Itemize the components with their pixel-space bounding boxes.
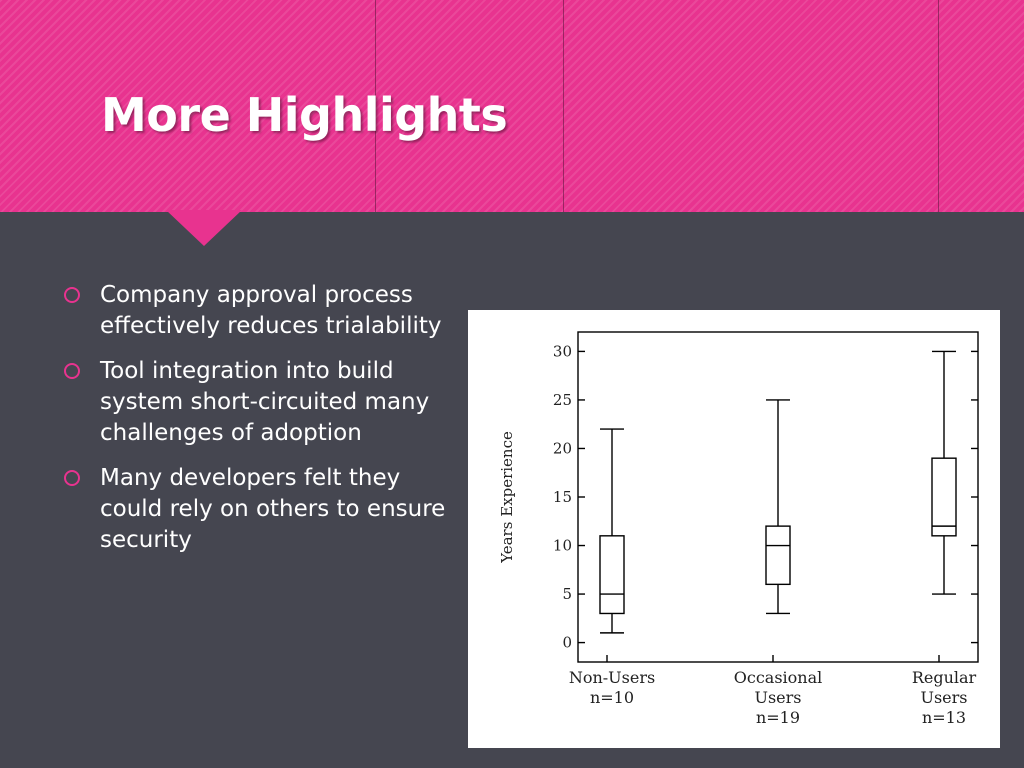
bullet-circle-icon [64,363,80,379]
iqr-box [931,457,957,537]
y-tick-label: 15 [553,488,572,506]
bullet-list: Company approval process effectively red… [60,280,460,570]
y-tick-label: 25 [553,391,572,409]
banner-divider [375,0,376,212]
iqr-box [599,535,625,615]
category-label: n=19 [756,708,800,727]
bullet-item: Many developers felt they could rely on … [60,463,460,556]
bullet-item: Company approval process effectively red… [60,280,460,342]
category-label: Non-Users [569,668,655,687]
y-axis-label: Years Experience [498,431,516,564]
bullet-circle-icon [64,287,80,303]
banner-divider [938,0,939,212]
category-label: n=10 [590,688,634,707]
category-label: Regular [912,668,977,687]
box-plot-figure: 0 5 10 15 20 25 30 Non-Users n=10 Occasional User… [468,310,1000,748]
y-tick-label: 20 [553,439,572,457]
bullet-circle-icon [64,470,80,486]
banner-notch [166,210,242,246]
bullet-text: Tool integration into build system short… [100,358,430,446]
y-tick-label: 5 [562,585,572,603]
bullet-item: Tool integration into build system short… [60,356,460,449]
bullet-text: Company approval process effectively red… [100,282,442,339]
bullet-text: Many developers felt they could rely on … [100,465,446,553]
category-label: n=13 [922,708,966,727]
category-label: Occasional [734,668,823,687]
y-tick-label: 10 [553,537,572,555]
category-label: Users [754,688,801,707]
y-tick-label: 0 [562,634,572,652]
title-banner [0,0,1024,212]
category-label: Users [920,688,967,707]
banner-divider [563,0,564,212]
y-tick-label: 30 [553,342,572,360]
slide-title: More Highlights [101,88,508,142]
iqr-box [765,525,791,586]
